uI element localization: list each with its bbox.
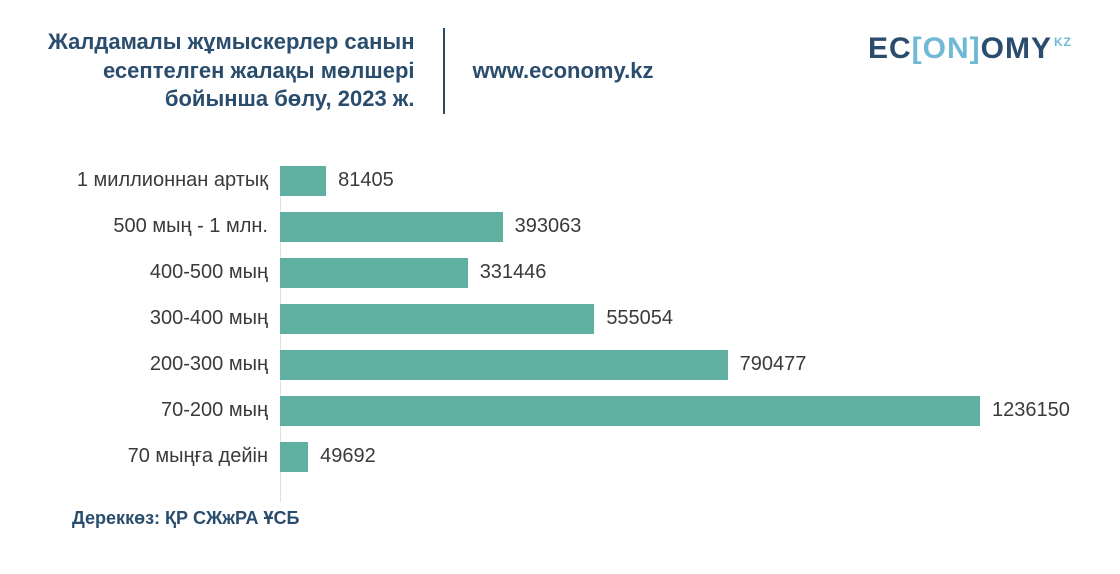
value-label: 393063: [515, 215, 582, 238]
bar: [280, 304, 594, 334]
source-label: Дереккөз: ҚР СЖжРА ҰСБ: [0, 486, 1120, 529]
bar: [280, 396, 980, 426]
bar: [280, 166, 326, 196]
chart-title: Жалдамалы жұмыскерлер санын есептелген ж…: [48, 28, 445, 114]
bar-track: 49692: [280, 440, 1060, 474]
bar-row: 70-200 мың1236150: [60, 394, 1060, 428]
value-label: 1236150: [992, 399, 1070, 422]
chart-area: 1 миллионнан артық 81405 500 мың - 1 млн. 3…: [0, 124, 1120, 474]
bar-track: 555054: [280, 302, 1060, 336]
logo-part-on: ON: [923, 32, 970, 66]
logo-bracket-close: ]: [970, 32, 981, 66]
category-label: 1 миллионнан артық: [60, 169, 280, 192]
value-label: 81405: [338, 169, 394, 192]
site-url: www.economy.kz: [445, 58, 654, 84]
bar-row: 200-300 мың 790477: [60, 348, 1060, 382]
bar-track: 393063: [280, 210, 1060, 244]
bar: [280, 258, 468, 288]
category-label: 400-500 мың: [60, 261, 280, 284]
logo-bracket-open: [: [912, 32, 923, 66]
title-line-2: есептелген жалақы мөлшері: [48, 57, 415, 86]
bar-track: 331446: [280, 256, 1060, 290]
category-label: 500 мың - 1 млн.: [60, 215, 280, 238]
title-line-1: Жалдамалы жұмыскерлер санын: [48, 28, 415, 57]
title-line-3: бойынша бөлу, 2023 ж.: [48, 85, 415, 114]
logo-part-ec: EC: [868, 32, 912, 66]
value-label: 555054: [606, 307, 673, 330]
category-label: 200-300 мың: [60, 353, 280, 376]
economy-logo: EC[ON]OMYKZ: [868, 32, 1072, 66]
bar-row: 300-400 мың 555054: [60, 302, 1060, 336]
bar-row: 1 миллионнан артық 81405: [60, 164, 1060, 198]
bar-row: 70 мыңға дейін 49692: [60, 440, 1060, 474]
bar-track: 1236150: [280, 394, 1070, 428]
category-label: 70 мыңға дейін: [60, 445, 280, 468]
bar: [280, 442, 308, 472]
bar-row: 400-500 мың 331446: [60, 256, 1060, 290]
logo-part-omy: OMY: [981, 32, 1052, 66]
category-label: 300-400 мың: [60, 307, 280, 330]
value-label: 331446: [480, 261, 547, 284]
logo-suffix-kz: KZ: [1054, 35, 1072, 49]
value-label: 790477: [740, 353, 807, 376]
bar-track: 81405: [280, 164, 1060, 198]
bar-track: 790477: [280, 348, 1060, 382]
bar: [280, 212, 503, 242]
category-label: 70-200 мың: [60, 399, 280, 422]
bar-row: 500 мың - 1 млн. 393063: [60, 210, 1060, 244]
bar: [280, 350, 728, 380]
value-label: 49692: [320, 445, 376, 468]
